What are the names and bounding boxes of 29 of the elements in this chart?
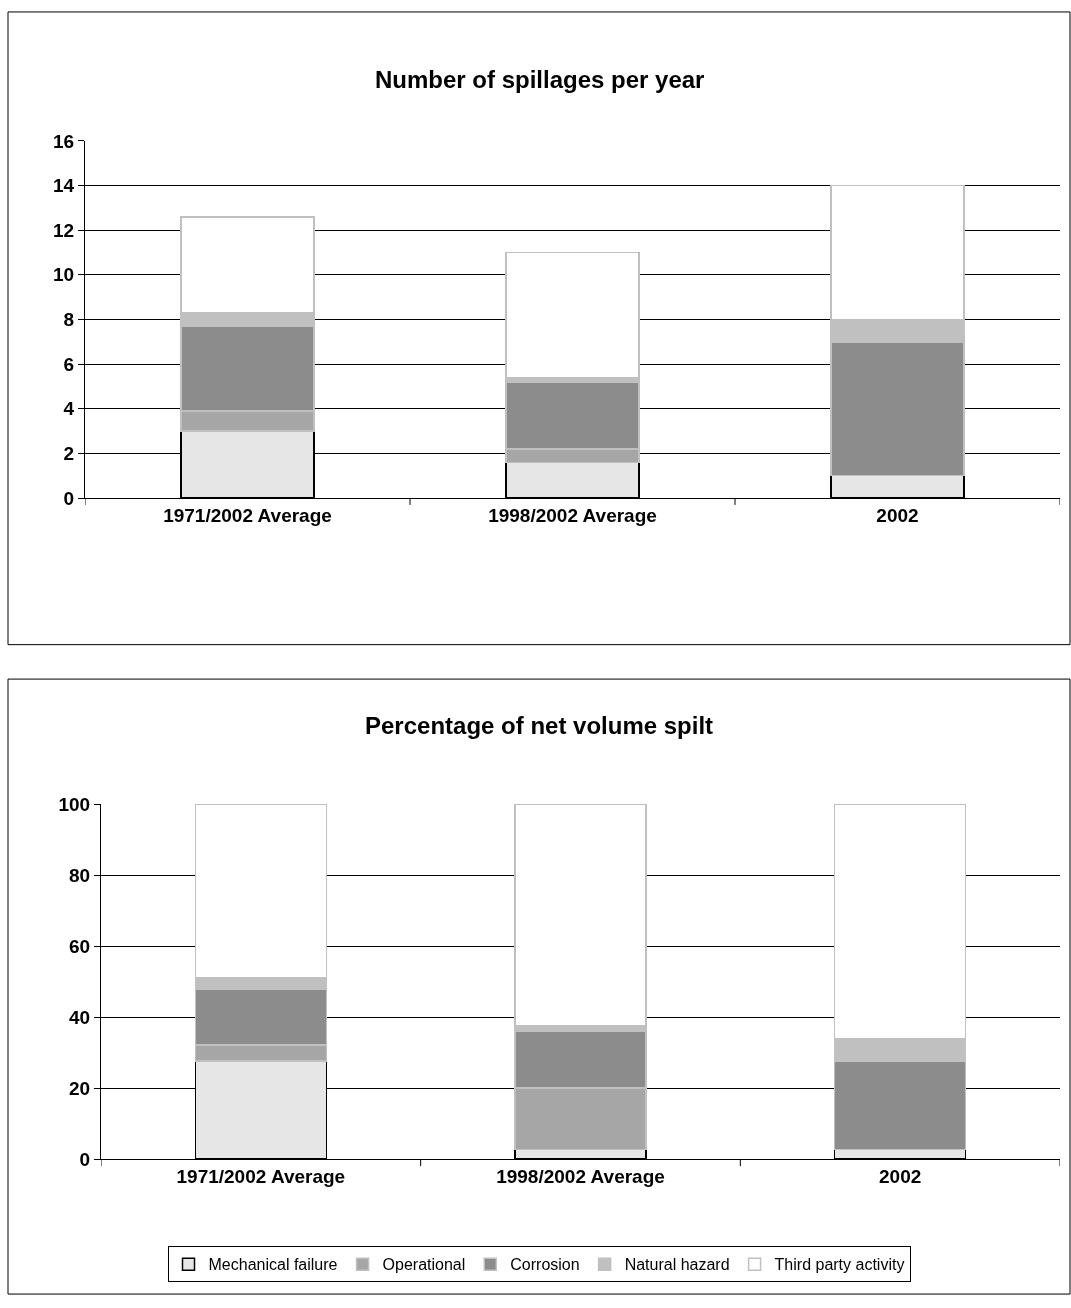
legend-label: Third party activity xyxy=(774,1256,905,1274)
chart-title: Percentage of net volume spilt xyxy=(365,712,714,739)
bar xyxy=(505,251,640,379)
y-tick-label: 40 xyxy=(69,1006,91,1028)
y-tick-label: 80 xyxy=(69,864,91,886)
legend-label: Operational xyxy=(382,1256,466,1274)
x-tick-label: 1998/2002 Average xyxy=(496,1166,665,1188)
y-tick-label: 12 xyxy=(53,219,75,241)
x-tick-label: 2002 xyxy=(879,1166,922,1188)
y-tick-label: 8 xyxy=(63,309,75,331)
chart-title: Number of spillages per year xyxy=(375,66,705,93)
y-tick-label: 14 xyxy=(53,175,75,197)
y-tick-label: 20 xyxy=(69,1077,91,1099)
x-tick-label: 1998/2002 Average xyxy=(488,504,657,526)
x-tick-label: 1971/2002 Average xyxy=(176,1166,346,1188)
y-tick-label: 6 xyxy=(63,353,75,375)
x-tick-label: 2002 xyxy=(876,504,919,526)
y-tick-label: 16 xyxy=(53,130,75,152)
x-tick-label: 1971/2002 Average xyxy=(163,504,332,526)
y-tick-label: 100 xyxy=(58,793,91,815)
y-tick-label: 2 xyxy=(63,443,75,465)
y-tick-label: 0 xyxy=(63,487,75,509)
legend-label: Corrosion xyxy=(510,1256,580,1274)
y-tick-label: 0 xyxy=(79,1148,91,1170)
legend-label: Natural hazard xyxy=(624,1256,730,1274)
legend-label: Mechanical failure xyxy=(208,1256,338,1274)
y-tick-label: 10 xyxy=(53,264,75,286)
y-tick-label: 60 xyxy=(69,935,91,957)
y-tick-label: 4 xyxy=(63,398,75,420)
